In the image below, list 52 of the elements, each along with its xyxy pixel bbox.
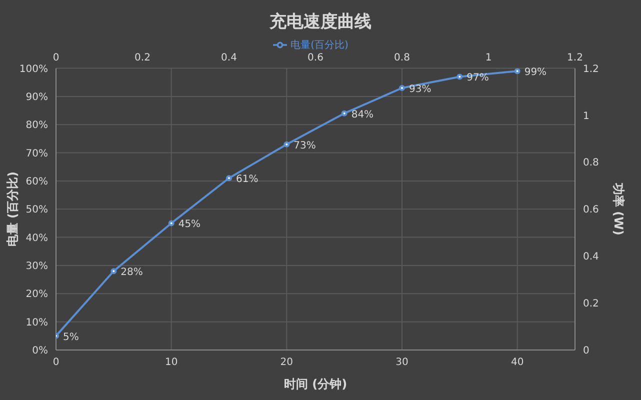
- point: [514, 68, 520, 74]
- y-axis-title: 电量 (百分比): [5, 172, 20, 247]
- y2-axis-title: 功率 (W): [612, 182, 626, 236]
- y-tick-label: 10%: [26, 317, 48, 328]
- y2-tick-label: 0.2: [583, 298, 599, 310]
- x-tick-label: 0: [52, 357, 60, 368]
- y2-tick-label: 0: [583, 346, 590, 357]
- y-tick-label: 0%: [32, 346, 48, 357]
- y-tick-label: 70%: [26, 148, 48, 160]
- data-label: 73%: [294, 140, 316, 152]
- data-label: 28%: [120, 267, 143, 278]
- y-tick-label: 40%: [26, 232, 48, 244]
- data-label: 45%: [178, 219, 201, 230]
- point: [456, 74, 463, 80]
- data-label: 93%: [409, 84, 432, 95]
- x2-tick-label: 1.2: [567, 52, 583, 64]
- data-label: 99%: [524, 67, 547, 78]
- y2-tick-label: 0.6: [583, 204, 599, 216]
- legend-label: 电量(百分比): [290, 40, 348, 51]
- x2-tick-label: 0.4: [221, 52, 237, 64]
- y2-tick-label: 1: [583, 110, 590, 122]
- point: [341, 110, 348, 116]
- point: [168, 220, 174, 226]
- x2-tick-label: 0: [52, 52, 60, 64]
- x2-tick-label: 0.6: [308, 52, 324, 64]
- x-tick-label: 30: [396, 357, 408, 368]
- point: [284, 141, 290, 148]
- y-tick-label: 90%: [26, 92, 48, 103]
- point: [399, 84, 405, 91]
- data-label: 61%: [236, 174, 258, 186]
- y-tick-label: 50%: [26, 204, 48, 216]
- data-label: 84%: [351, 109, 374, 120]
- point: [110, 268, 117, 274]
- x2-tick-label: 0.8: [394, 52, 410, 64]
- x-axis-title: 时间 (分钟): [284, 377, 348, 391]
- y2-tick-label: 1.2: [583, 64, 599, 75]
- chart-title: 充电速度曲线: [268, 11, 372, 33]
- y-tick-label: 80%: [26, 120, 48, 132]
- y2-tick-label: 0.4: [583, 252, 599, 263]
- x2-tick-label: 0.2: [134, 52, 150, 64]
- y-tick-label: 60%: [26, 176, 48, 188]
- x2-tick-label: 1: [485, 52, 492, 64]
- x-tick-label: 20: [280, 357, 294, 368]
- y-tick-label: 30%: [26, 261, 48, 272]
- y-tick-label: 20%: [26, 289, 48, 300]
- point: [226, 175, 232, 182]
- y2-tick-label: 0.8: [583, 158, 599, 169]
- data-label: 97%: [466, 72, 489, 84]
- x-tick-label: 40: [510, 357, 524, 368]
- x-tick-label: 10: [164, 357, 178, 368]
- y-tick-label: 100%: [19, 64, 48, 75]
- data-label: 5%: [63, 332, 79, 343]
